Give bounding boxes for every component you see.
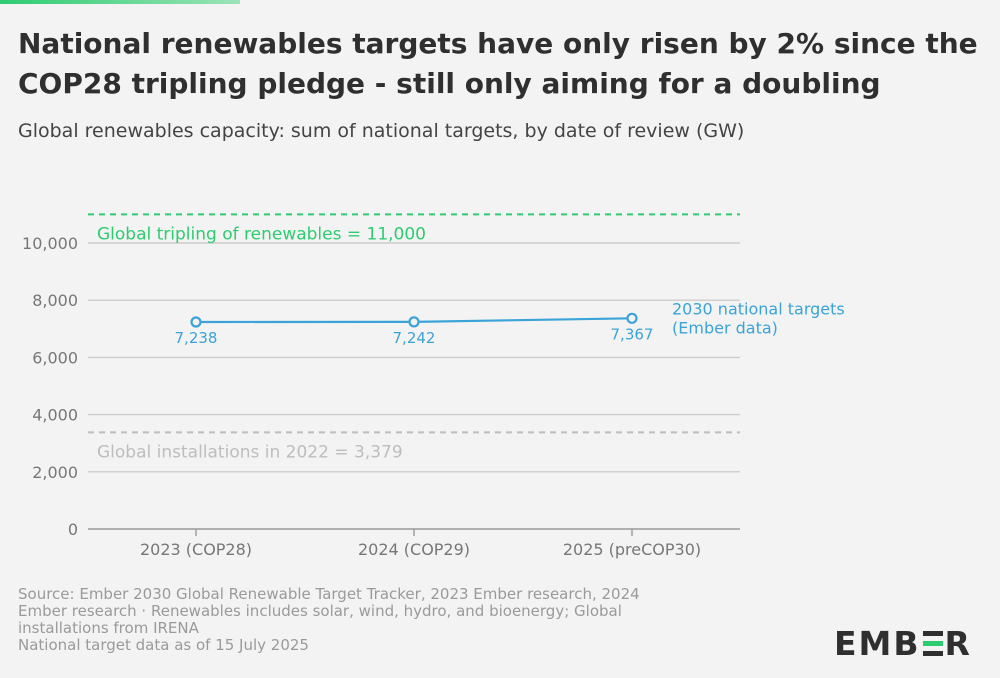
data-point — [626, 312, 638, 324]
chart-title: National renewables targets have only ri… — [18, 24, 978, 104]
y-tick-label: 4,000 — [32, 406, 78, 425]
ember-logo-e-icon — [922, 631, 943, 656]
data-point — [190, 316, 202, 328]
title-line-2: COP28 tripling pledge - still only aimin… — [18, 67, 881, 100]
y-tick-label: 10,000 — [22, 234, 78, 253]
installations-reference-label: Global installations in 2022 = 3,379 — [97, 442, 403, 462]
y-tick-label: 8,000 — [32, 291, 78, 310]
x-tick-label: 2023 (COP28) — [140, 540, 252, 559]
data-label: 7,238 — [175, 329, 218, 347]
series-label-line-2: (Ember data) — [672, 318, 778, 337]
data-label: 7,242 — [393, 329, 436, 347]
data-label: 7,367 — [611, 325, 654, 343]
line-chart: 0 2,000 4,000 6,000 8,000 10,000 2023 (COP28) 2… — [22, 213, 845, 559]
source-note: Source: Ember 2030 Global Renewable Targ… — [18, 586, 778, 654]
chart-subtitle: Global renewables capacity: sum of natio… — [18, 120, 745, 142]
y-tick-label: 2,000 — [32, 463, 78, 482]
logo-text-right: R — [944, 624, 972, 663]
source-line-3: installations from IRENA — [18, 619, 199, 637]
x-tick-label: 2025 (preCOP30) — [563, 540, 701, 559]
data-point — [408, 316, 420, 328]
title-line-1: National renewables targets have only ri… — [18, 27, 978, 60]
x-tick-label: 2024 (COP29) — [358, 540, 470, 559]
logo-text-left: EMB — [834, 624, 921, 663]
y-tick-label: 6,000 — [32, 348, 78, 367]
source-line-1: Source: Ember 2030 Global Renewable Targ… — [18, 585, 640, 603]
series-label-line-1: 2030 national targets — [672, 299, 845, 318]
accent-bar — [0, 0, 240, 4]
source-line-4: National target data as of 15 July 2025 — [18, 636, 309, 654]
source-line-2: Ember research · Renewables includes sol… — [18, 602, 622, 620]
y-tick-label: 0 — [68, 520, 78, 539]
ember-logo: EMB R — [834, 624, 972, 663]
tripling-reference-label: Global tripling of renewables = 11,000 — [97, 224, 426, 244]
